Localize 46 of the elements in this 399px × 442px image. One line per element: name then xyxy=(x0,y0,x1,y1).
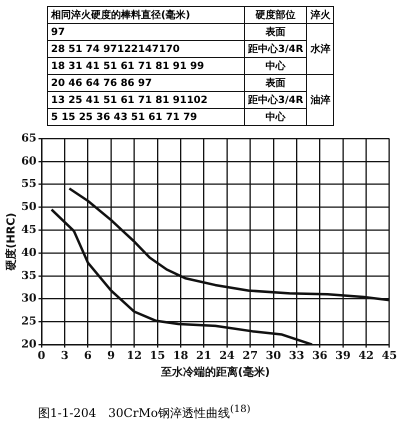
text: 13 25 41 51 61 71 81 91102 xyxy=(48,92,244,108)
x-tick-label: 18 xyxy=(172,349,189,362)
x-axis-title: 至水冷端的距离(毫米) xyxy=(160,365,270,378)
y-axis-title: 硬度(HRC) xyxy=(4,212,18,272)
y-tick-label: 30 xyxy=(21,292,37,305)
text: 距中心3/4R xyxy=(244,40,307,58)
y-tick-label: 40 xyxy=(21,246,37,259)
y-tick-label: 25 xyxy=(21,314,37,328)
x-tick-label: 21 xyxy=(196,349,212,362)
text: 97 xyxy=(48,24,244,40)
text: 中心 xyxy=(244,58,307,74)
x-tick-label: 45 xyxy=(382,349,397,362)
x-tick-label: 6 xyxy=(84,349,92,362)
text: 距中心3/4R xyxy=(244,92,307,108)
text: 油淬 xyxy=(306,74,334,126)
y-tick-label: 60 xyxy=(21,154,37,168)
text: 表面 xyxy=(244,24,307,40)
x-tick-label: 24 xyxy=(219,349,236,362)
y-tick-label: 20 xyxy=(21,337,37,350)
text: 28 51 74 97122147170 xyxy=(48,40,244,58)
x-tick-label: 30 xyxy=(266,349,282,362)
text: 淬火 xyxy=(306,6,334,24)
text: 硬度部位 xyxy=(244,6,307,24)
text: 18 31 41 51 61 71 81 91 99 xyxy=(48,58,244,74)
x-tick-label: 33 xyxy=(288,349,304,362)
x-tick-label: 9 xyxy=(107,349,115,362)
x-tick-label: 15 xyxy=(150,349,166,362)
text: 5 15 25 36 43 51 61 71 79 xyxy=(48,108,244,126)
text: 中心 xyxy=(244,108,307,126)
x-tick-label: 36 xyxy=(312,349,328,362)
x-tick-label: 39 xyxy=(335,349,351,362)
text: 水淬 xyxy=(306,24,334,74)
text: 表面 xyxy=(244,74,307,92)
y-tick-label: 55 xyxy=(21,177,37,190)
x-tick-label: 27 xyxy=(242,349,258,362)
x-tick-label: 3 xyxy=(60,349,69,362)
text: 图1-1-204 30CrMo钢淬透性曲线$^{(18)}$ xyxy=(38,404,251,422)
x-tick-label: 12 xyxy=(126,349,142,362)
y-tick-label: 65 xyxy=(21,131,37,144)
y-tick-label: 50 xyxy=(21,200,37,214)
y-tick-label: 45 xyxy=(21,223,37,236)
text: 20 46 64 76 86 97 xyxy=(48,74,244,92)
x-tick-label: 42 xyxy=(358,349,374,362)
y-tick-label: 35 xyxy=(21,268,37,282)
text: 相同淬火硬度的棒料直径(毫米) xyxy=(48,6,244,24)
x-tick-label: 0 xyxy=(38,349,46,362)
